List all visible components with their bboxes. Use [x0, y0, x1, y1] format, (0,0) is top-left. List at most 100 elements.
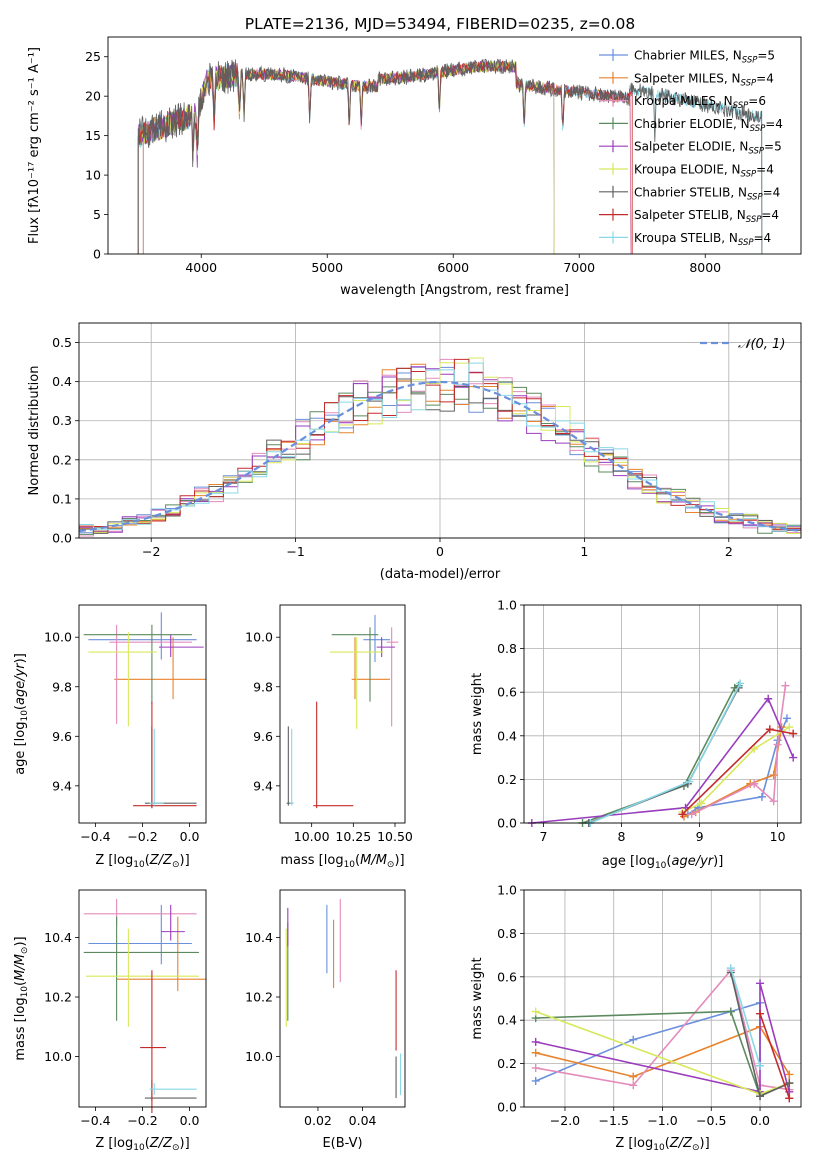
mass-vs-ebv-ytick-label: 10.0 [245, 1049, 273, 1064]
age-vs-z-ytick-label: 10.0 [44, 630, 72, 645]
massweight-vs-z-xtick-label: −0.5 [696, 1113, 726, 1128]
spectrum-xtick-label: 4000 [185, 260, 217, 275]
massweight-vs-z-line-salpeter-stelib [759, 1013, 791, 1099]
age-vs-z-ytick-label: 9.6 [52, 729, 72, 744]
age-vs-z-ytick-label: 9.4 [52, 778, 72, 793]
massweight-vs-z-marker-kroupa-miles [531, 1063, 540, 1072]
massweight-vs-age-ytick-label: 0.0 [497, 816, 517, 831]
mass-vs-ebv-xlabel: E(B-V) [322, 1136, 362, 1151]
residuals-xtick-label: 2 [725, 544, 733, 559]
spectrum-xtick-label: 5000 [311, 260, 343, 275]
legend-label: Chabrier STELIB, NSSP=4 [634, 185, 780, 202]
massweight-vs-z-xlabel: Z [log10(Z/Z⊙)] [615, 1136, 709, 1153]
massweight-vs-z-line-kroupa-stelib [730, 967, 761, 1067]
massweight-vs-age-marker-kroupa-miles [769, 797, 778, 806]
massweight-vs-age-ylabel: mass weight [470, 673, 485, 755]
mass-vs-z-ytick-label: 10.4 [44, 930, 72, 945]
residuals-xtick-label: 1 [580, 544, 588, 559]
massweight-vs-z-xtick-label: 0.0 [750, 1113, 770, 1128]
massweight-vs-age-line-salpeter-elodie [531, 697, 794, 824]
residuals-ytick-label: 0.3 [52, 413, 72, 428]
legend-label: Chabrier ELODIE, NSSP=4 [634, 117, 783, 134]
age-vs-mass-xtick-label: 10.25 [335, 829, 371, 844]
legend-label: Salpeter MILES, NSSP=4 [634, 71, 774, 88]
gaussian-curve [78, 380, 802, 533]
mass-vs-ebv-frame [279, 889, 406, 1108]
age-vs-mass-xtick-label: 10.50 [377, 829, 413, 844]
massweight-vs-age-xtick-label: 7 [540, 829, 548, 844]
massweight-vs-z-marker-chabrier-stelib [785, 1079, 794, 1088]
massweight-vs-age-ytick-label: 0.8 [497, 641, 517, 656]
age-vs-z-xtick-label: −0.2 [127, 829, 157, 844]
massweight-vs-age-ytick-label: 0.6 [497, 685, 517, 700]
residuals-ytick-label: 0.0 [52, 531, 72, 546]
massweight-vs-age-marker-kroupa-stelib [685, 777, 694, 786]
massweight-vs-z-marker-kroupa-elodie [531, 1007, 540, 1016]
hist-kroupa-elodie [79, 357, 801, 534]
spectrum-xtick-label: 7000 [563, 260, 595, 275]
legend-label: Kroupa STELIB, NSSP=4 [634, 231, 771, 248]
legend-label: Salpeter STELIB, NSSP=4 [634, 208, 779, 225]
mass-vs-z-xtick-label: 0.0 [180, 1113, 200, 1128]
legend-label: Kroupa ELODIE, NSSP=4 [634, 163, 774, 180]
age-vs-mass-xtick-label: 10.00 [294, 829, 330, 844]
massweight-vs-age-marker-kroupa-elodie [750, 744, 759, 753]
massweight-vs-age-marker-kroupa-elodie [697, 799, 706, 808]
massweight-vs-z-ytick-label: 0.6 [497, 969, 517, 984]
mass-vs-ebv-xtick-label: 0.02 [304, 1113, 332, 1128]
spectrum-ytick-label: 10 [85, 168, 101, 183]
massweight-vs-z-marker-salpeter-elodie [531, 1037, 540, 1046]
residuals-xlabel: (data-model)/error [380, 567, 501, 582]
massweight-vs-z-marker-kroupa-stelib [756, 1061, 765, 1070]
spectrum-xtick-label: 8000 [689, 260, 721, 275]
hist-kroupa-stelib [79, 362, 801, 532]
massweight-vs-age-xtick-label: 9 [696, 829, 704, 844]
mass-vs-ebv-xtick-label: 0.04 [349, 1113, 377, 1128]
mass-vs-z-ytick-label: 10.0 [44, 1049, 72, 1064]
massweight-vs-age-frame [523, 604, 802, 824]
age-vs-mass-xlabel: mass [log10(M/M⊙)] [280, 853, 404, 870]
massweight-vs-age-xtick-label: 10 [770, 829, 786, 844]
residuals-ytick-label: 0.4 [52, 374, 72, 389]
massweight-vs-age-marker-chabrier-miles [757, 792, 766, 801]
hist-chabrier-stelib [79, 378, 801, 534]
massweight-vs-z-xtick-label: −1.0 [647, 1113, 677, 1128]
massweight-vs-age-marker-kroupa-stelib [736, 679, 745, 688]
hist-salpeter-stelib [79, 358, 801, 531]
age-vs-z-xtick-label: −0.4 [80, 829, 110, 844]
residuals-ytick-label: 0.5 [52, 335, 72, 350]
legend-layer: Chabrier MILES, NSSP=5 Salpeter MILES, NS… [599, 49, 785, 352]
massweight-vs-age-marker-salpeter-elodie [789, 753, 798, 762]
massweight-vs-z-marker-salpeter-stelib [785, 1094, 794, 1103]
age-vs-z-frame [78, 604, 207, 824]
residuals-ytick-label: 0.2 [52, 452, 72, 467]
spectrum-ylabel: Flux [fλ10⁻¹⁷ erg cm⁻² s⁻¹ A⁻¹] [27, 47, 42, 244]
spectrum-ytick-label: 0 [93, 247, 101, 262]
age-vs-mass-ytick-label: 9.6 [253, 729, 273, 744]
massweight-vs-z-marker-salpeter-elodie [756, 979, 765, 988]
massweight-vs-age-ytick-label: 1.0 [497, 598, 517, 613]
massweight-vs-z-marker-salpeter-stelib [756, 1009, 765, 1018]
mass-vs-ebv-ytick-label: 10.2 [245, 990, 273, 1005]
residuals-xtick-label: 0 [436, 544, 444, 559]
data-layer [78, 58, 802, 1113]
residuals-ytick-label: 0.1 [52, 491, 72, 506]
age-vs-mass-frame [279, 604, 406, 824]
age-vs-mass-ytick-label: 10.0 [245, 630, 273, 645]
massweight-vs-z-marker-salpeter-miles [629, 1072, 638, 1081]
massweight-vs-age-line-kroupa-elodie [682, 726, 790, 813]
legend-label: Salpeter ELODIE, NSSP=5 [634, 140, 782, 157]
massweight-vs-z-xtick-label: −2.0 [550, 1113, 580, 1128]
massweight-vs-z-xtick-label: −1.5 [599, 1113, 629, 1128]
age-vs-z-xtick-label: 0.0 [180, 829, 200, 844]
massweight-vs-z-marker-salpeter-miles [785, 1070, 794, 1079]
legend-label: Chabrier MILES, NSSP=5 [634, 49, 775, 66]
massweight-vs-z-marker-salpeter-miles [531, 1048, 540, 1057]
spectrum-series-chabrier-stelib [137, 58, 763, 255]
massweight-vs-age-marker-chabrier-miles [782, 714, 791, 723]
massweight-vs-z-ytick-label: 0.0 [497, 1100, 517, 1115]
mass-vs-z-frame [78, 889, 207, 1108]
massweight-vs-age-marker-salpeter-stelib [765, 725, 774, 734]
massweight-vs-age-marker-kroupa-miles [687, 810, 696, 819]
